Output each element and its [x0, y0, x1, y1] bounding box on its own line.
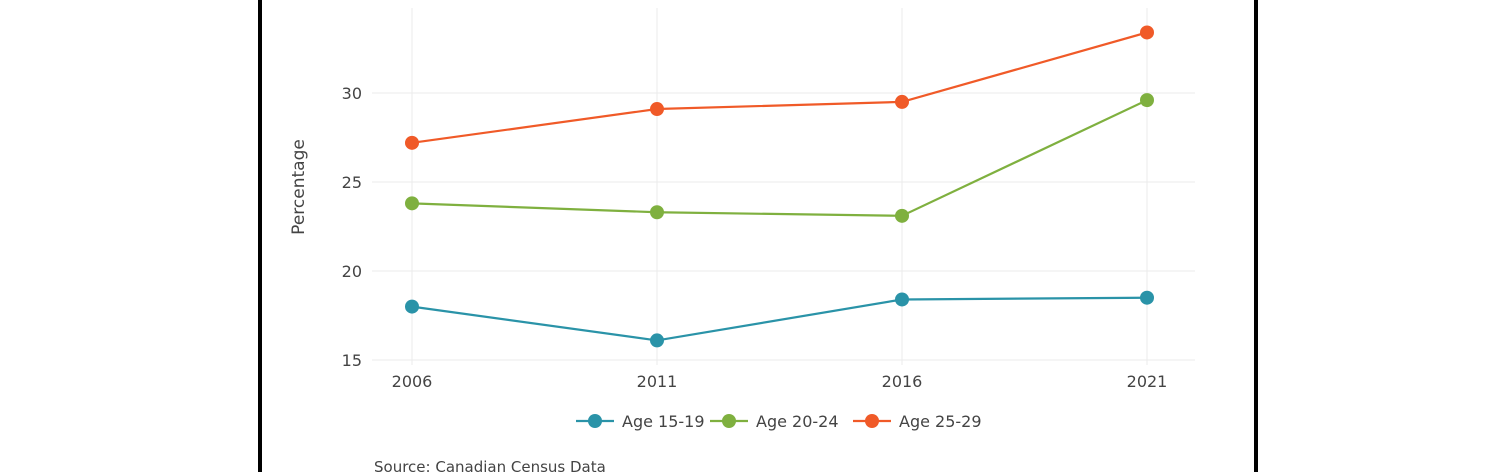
data-point	[895, 208, 909, 223]
data-point	[1140, 25, 1154, 40]
data-point	[650, 205, 664, 220]
data-point	[1140, 290, 1154, 305]
legend-swatch-marker	[865, 414, 879, 428]
data-point	[895, 94, 909, 109]
y-axis-title: Percentage	[289, 139, 309, 235]
data-point	[650, 333, 664, 348]
y-tick-label: 15	[342, 351, 362, 370]
legend-label: Age 25-29	[899, 412, 982, 431]
x-tick-label: 2006	[392, 372, 433, 391]
series-line	[411, 296, 1148, 342]
series	[405, 25, 1154, 348]
data-point	[1140, 93, 1154, 108]
legend-swatch-marker	[588, 414, 602, 428]
y-tick-label: 25	[342, 173, 362, 192]
x-tick-label: 2016	[882, 372, 923, 391]
source-note: Source: Canadian Census Data	[374, 458, 606, 476]
data-point	[405, 299, 419, 314]
data-point	[895, 292, 909, 307]
x-tick-label: 2021	[1127, 372, 1168, 391]
grid	[372, 8, 1195, 365]
series-line	[411, 99, 1148, 217]
legend: Age 15-19 Age 20-24 Age 25-29	[576, 412, 982, 431]
data-point	[405, 196, 419, 211]
series-line	[411, 31, 1148, 144]
legend-swatch-marker	[722, 414, 736, 428]
legend-label: Age 15-19	[622, 412, 705, 431]
x-axis: 2006 2011 2016 2021	[392, 372, 1168, 391]
x-tick-label: 2011	[637, 372, 678, 391]
y-tick-label: 20	[342, 262, 362, 281]
legend-label: Age 20-24	[756, 412, 839, 431]
chart-frame	[258, 0, 1258, 472]
y-axis: 15 20 25 30	[342, 84, 362, 370]
y-tick-label: 30	[342, 84, 362, 103]
data-point	[405, 135, 419, 150]
data-point	[650, 102, 664, 117]
